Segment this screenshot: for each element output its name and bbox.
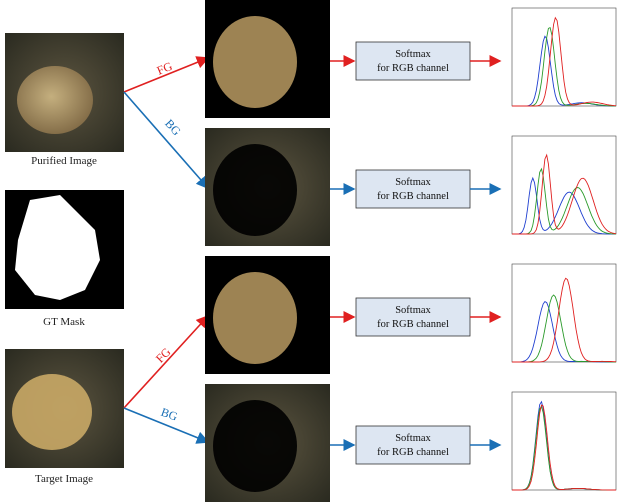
image-label: Purified Image bbox=[31, 155, 97, 167]
image-label: GT Mask bbox=[43, 316, 85, 328]
branch-label: BG bbox=[162, 116, 184, 138]
box-text: for RGB channel bbox=[377, 191, 449, 202]
image-label: Target Image bbox=[35, 473, 93, 485]
box-text: Softmax bbox=[395, 433, 431, 444]
masked-region bbox=[213, 144, 297, 236]
plot-frame bbox=[512, 136, 616, 234]
branch-label: FG bbox=[153, 345, 174, 366]
softmax-box bbox=[356, 426, 470, 464]
softmax-box bbox=[356, 170, 470, 208]
branch-label: FG bbox=[155, 59, 175, 78]
softmax-box bbox=[356, 298, 470, 336]
gt-mask bbox=[5, 190, 124, 309]
plot-frame bbox=[512, 392, 616, 490]
box-text: Softmax bbox=[395, 177, 431, 188]
masked-region bbox=[213, 400, 297, 492]
branch-label: BG bbox=[159, 405, 180, 424]
target-image bbox=[5, 349, 124, 468]
plot-frame bbox=[512, 264, 616, 362]
box-text: Softmax bbox=[395, 305, 431, 316]
masked-region bbox=[213, 16, 297, 108]
diagram: Purified Image GT Mask Target Image FG B… bbox=[0, 0, 619, 503]
purified-image bbox=[5, 33, 124, 152]
box-text: for RGB channel bbox=[377, 447, 449, 458]
arrow bbox=[124, 92, 208, 188]
box-text: for RGB channel bbox=[377, 319, 449, 330]
softmax-box bbox=[356, 42, 470, 80]
box-text: Softmax bbox=[395, 49, 431, 60]
masked-region bbox=[213, 272, 297, 364]
box-text: for RGB channel bbox=[377, 63, 449, 74]
plot-frame bbox=[512, 8, 616, 106]
